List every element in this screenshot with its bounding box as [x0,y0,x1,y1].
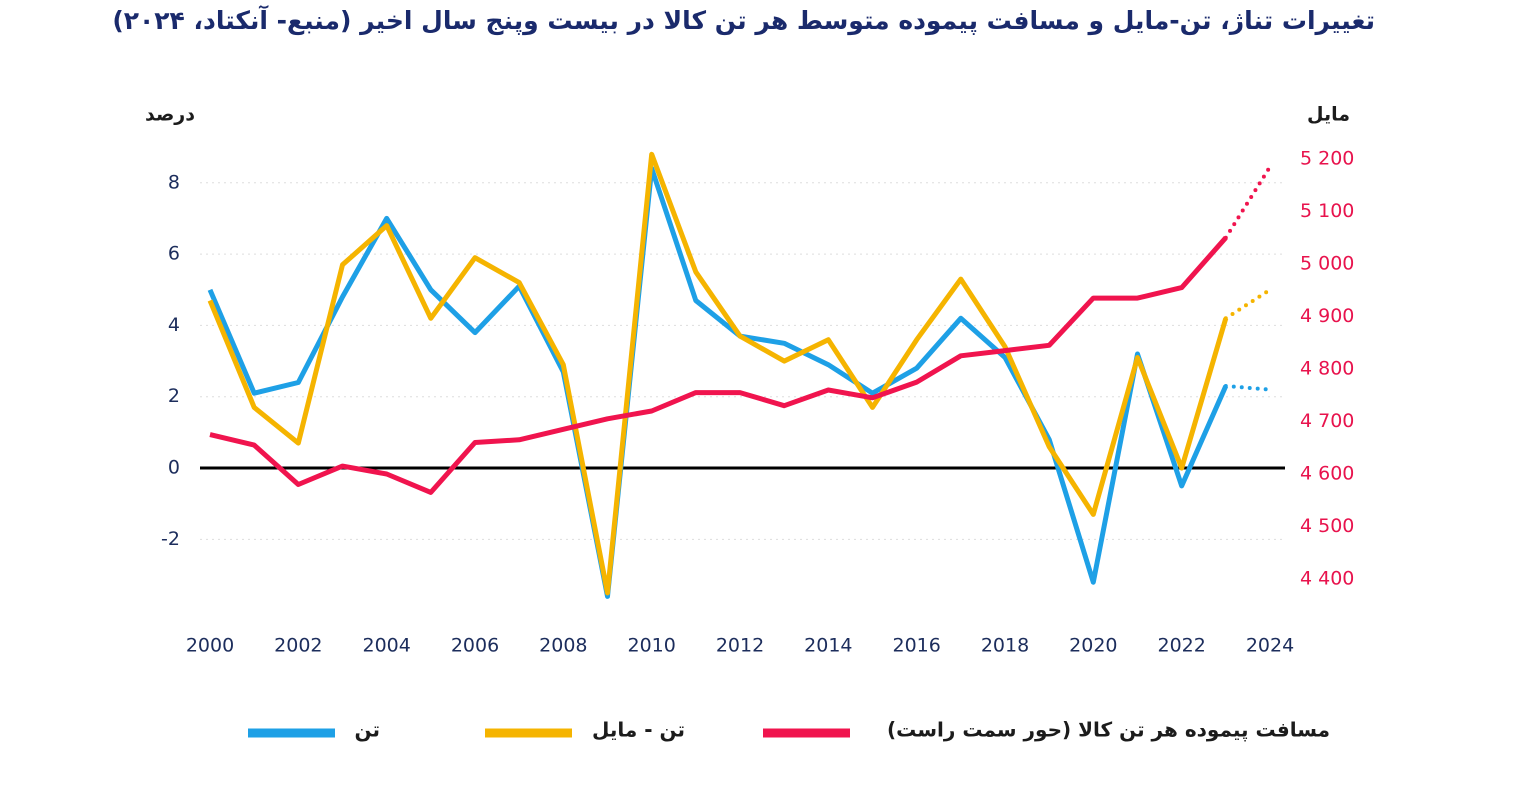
y2-tick-label: 4 400 [1300,567,1354,589]
x-tick-label: 2008 [539,635,587,657]
x-tick-label: 2000 [186,635,234,657]
legend-label: مسافت پیموده هر تن کالا (حور سمت راست) [887,718,1330,743]
x-tick-label: 2018 [981,635,1029,657]
y2-tick-label: 4 700 [1300,410,1354,432]
x-tick-label: 2004 [362,635,410,657]
series-line-dotted [1223,287,1272,321]
x-tick-label: 2016 [892,635,940,657]
legend-label: تن - مایل [592,718,685,742]
y2-tick-label: 5 000 [1300,252,1354,274]
y2-tick-label: 4 800 [1300,357,1354,379]
y2-tick-label: 4 500 [1300,515,1354,537]
y-tick-label: 0 [168,457,180,479]
x-tick-label: 2006 [451,635,499,657]
x-tick-label: 2024 [1246,635,1294,657]
y2-tick-label: 5 100 [1300,200,1354,222]
y-tick-label: 4 [168,314,180,336]
series-line [209,236,1228,495]
x-tick-label: 2002 [274,635,322,657]
y-tick-label: 8 [168,171,180,193]
y2-tick-label: 5 200 [1300,147,1354,169]
y-tick-label: -2 [161,528,180,550]
y2-tick-label: 4 600 [1300,462,1354,484]
x-tick-label: 2010 [627,635,675,657]
x-tick-label: 2022 [1157,635,1205,657]
x-tick-label: 2020 [1069,635,1117,657]
x-tick-label: 2012 [716,635,764,657]
chart-title: تغییرات تناژ، تن-مایل و مسافت پیموده متو… [112,5,1375,36]
x-tick-label: 2014 [804,635,852,657]
y-axis-title: درصد [145,104,195,126]
legend-label: تن [354,718,380,742]
series-line-dotted [1223,164,1272,240]
y2-axis-title: مایل [1307,104,1350,126]
series-line-dotted [1223,384,1272,392]
y-tick-label: 2 [168,385,180,407]
y2-tick-label: 4 900 [1300,305,1354,327]
y-tick-label: 6 [168,243,180,265]
series-line [207,166,1229,599]
series-line [207,151,1229,596]
